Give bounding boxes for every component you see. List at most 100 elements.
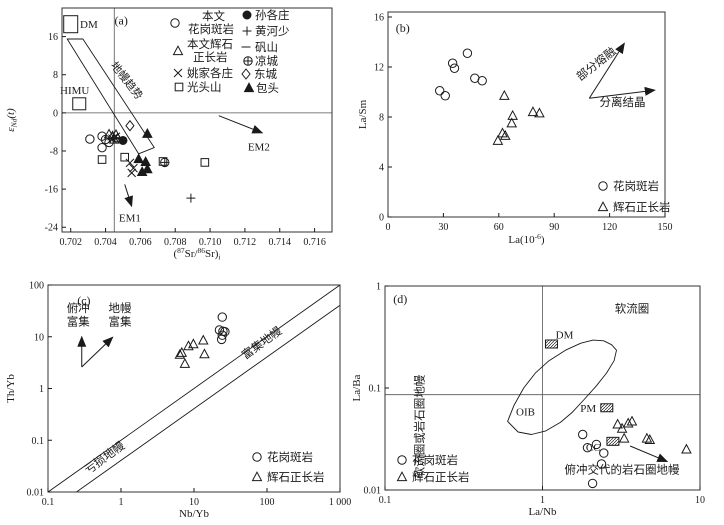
svg-text:8: 8 [379,113,384,124]
svg-text:εNd(t): εNd(t) [5,108,19,132]
series-circle-filled [118,135,128,145]
svg-text:OIB: OIB [516,406,535,418]
svg-text:花岗斑岩: 花岗斑岩 [412,453,458,467]
series-triangle [612,415,692,454]
svg-text:正长岩: 正长岩 [193,50,228,64]
trend-arrows [124,115,264,208]
svg-text:La/Nb: La/Nb [528,506,557,518]
svg-text:30: 30 [438,222,448,233]
series-square-hatched [544,339,620,446]
svg-text:花岗斑岩: 花岗斑岩 [267,450,313,464]
svg-text:0: 0 [379,213,384,224]
reservoir-boxes: DM HIMU [60,15,98,111]
svg-text:本文: 本文 [202,9,225,23]
svg-text:PM: PM [580,403,596,415]
svg-text:16: 16 [374,13,384,24]
svg-text:DM: DM [80,19,98,31]
svg-text:120: 120 [602,222,617,233]
svg-text:凉城: 凉城 [255,54,278,68]
svg-text:姚家各庄: 姚家各庄 [187,66,233,80]
svg-text:-16: -16 [45,185,58,196]
svg-text:La/Sm: La/Sm [357,99,369,129]
svg-text:12: 12 [374,63,384,74]
trend-arrows [588,42,656,99]
axes: 0 30 60 90 120 150 0 4 8 12 16 La(10-6) La/Sm [357,11,673,246]
svg-text:0.716: 0.716 [303,237,326,248]
svg-text:DM: DM [556,330,574,342]
series-triangle [492,89,545,145]
svg-text:东城: 东城 [254,68,277,81]
series-circle [85,131,114,153]
axes: 0.702 0.704 0.706 0.708 0.710 0.712 0.714 0.716… [5,7,333,262]
svg-text:地幔: 地幔 [109,302,132,315]
svg-text:-8: -8 [50,146,58,157]
svg-text:(a): (a) [115,14,128,28]
series-circle [435,48,487,101]
svg-text:地幔趋势: 地幔趋势 [108,59,145,102]
svg-text:花岗斑岩: 花岗斑岩 [188,22,234,36]
svg-text:0.710: 0.710 [199,237,222,248]
reference-lines [62,8,332,232]
svg-text:16: 16 [48,32,58,43]
svg-text:-24: -24 [45,223,58,234]
svg-text:10: 10 [189,497,199,508]
svg-text:HIMU: HIMU [60,85,89,97]
svg-text:1: 1 [119,497,124,508]
svg-text:亏损地幔: 亏损地幔 [82,438,128,477]
svg-text:富集: 富集 [109,314,132,328]
svg-text:150: 150 [658,222,673,233]
svg-text:分离结晶: 分离结晶 [600,95,646,109]
series-triangle [174,334,210,368]
svg-text:孙各庄: 孙各庄 [255,8,290,22]
svg-text:富集地幔: 富集地幔 [239,323,285,362]
svg-text:光头山: 光头山 [187,80,222,94]
svg-text:La/Ba: La/Ba [351,374,363,401]
svg-text:0.712: 0.712 [234,237,257,248]
svg-text:矾山: 矾山 [255,41,278,54]
reference-lines [385,286,700,490]
data-points [174,312,230,368]
svg-text:La(10-6): La(10-6) [508,232,545,246]
trend-arrows [629,445,669,463]
svg-text:1: 1 [376,282,381,293]
svg-text:富集: 富集 [67,314,90,328]
data-points [544,339,692,489]
series-diamond [125,119,135,132]
svg-text:1 000: 1 000 [329,497,352,508]
svg-text:软流圈: 软流圈 [615,301,650,315]
trend-arrows [77,335,114,368]
svg-text:8: 8 [53,70,58,81]
svg-text:俯冲: 俯冲 [67,301,90,315]
series-x [108,132,138,178]
svg-text:(87Sr/86Sr)i: (87Sr/86Sr)i [174,246,221,262]
svg-text:1: 1 [540,495,545,506]
svg-text:0.706: 0.706 [129,237,152,248]
svg-text:俯冲交代的岩石圈地幔: 俯冲交代的岩石圈地幔 [565,463,680,477]
svg-text:EM2: EM2 [248,142,270,154]
data-points [85,119,210,203]
reference-lines [47,284,341,493]
svg-text:100: 100 [260,497,275,508]
svg-text:(c): (c) [77,293,90,307]
svg-text:0.1: 0.1 [379,495,392,506]
svg-text:0.1: 0.1 [32,436,45,447]
svg-text:0.714: 0.714 [268,237,291,248]
svg-text:黄河少: 黄河少 [255,24,290,38]
svg-text:部分熔融: 部分熔融 [574,44,619,84]
svg-text:1: 1 [39,384,44,395]
series-square [97,152,210,167]
field-outlines [507,339,617,435]
svg-text:90: 90 [549,222,559,233]
svg-text:4: 4 [379,163,384,174]
svg-text:花岗斑岩: 花岗斑岩 [613,179,659,193]
